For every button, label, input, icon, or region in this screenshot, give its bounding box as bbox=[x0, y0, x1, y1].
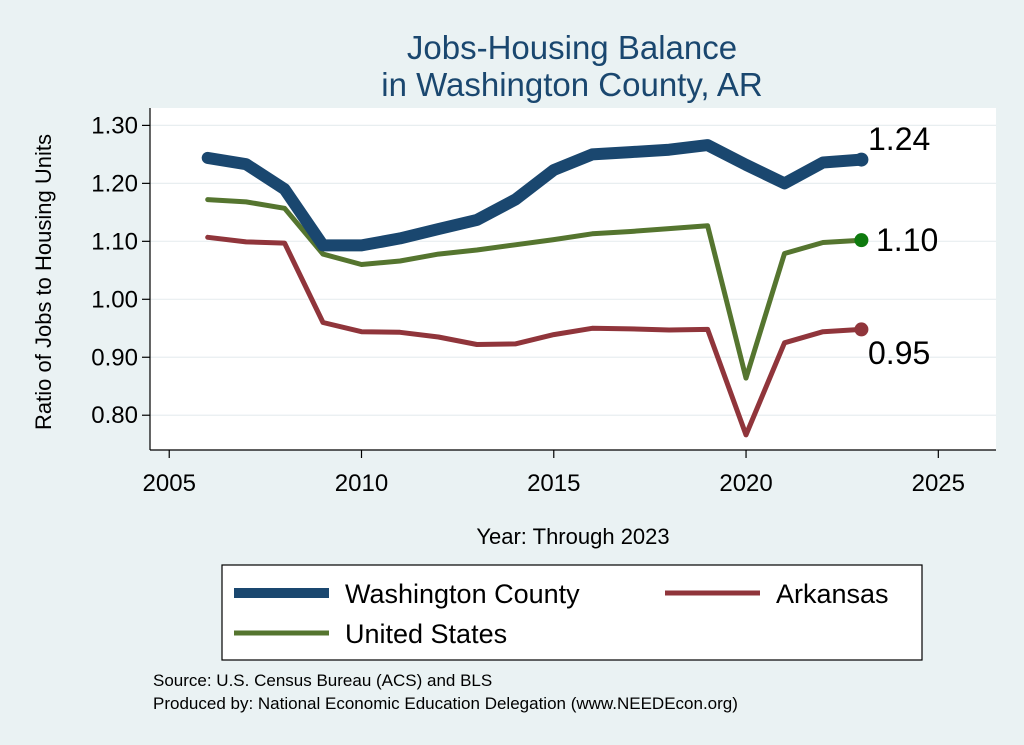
y-axis-title: Ratio of Jobs to Housing Units bbox=[31, 134, 56, 430]
y-tick-label: 0.90 bbox=[91, 344, 138, 371]
chart-title-line-1: Jobs-Housing Balance bbox=[407, 29, 737, 66]
x-tick-label: 2020 bbox=[719, 470, 772, 497]
end-marker-united-states bbox=[854, 233, 869, 248]
end-label-washington-county: 1.24 bbox=[868, 121, 930, 157]
source-note: Source: U.S. Census Bureau (ACS) and BLS bbox=[153, 671, 492, 690]
y-tick-label: 1.00 bbox=[91, 286, 138, 313]
end-label-arkansas: 0.95 bbox=[868, 335, 930, 371]
x-axis-title: Year: Through 2023 bbox=[476, 524, 669, 549]
legend-label-united-states: United States bbox=[345, 619, 507, 649]
legend: Washington County Arkansas United States bbox=[221, 564, 923, 661]
legend-box bbox=[221, 564, 923, 661]
x-tick-label: 2005 bbox=[143, 470, 196, 497]
legend-label-washington-county: Washington County bbox=[345, 579, 580, 609]
end-markers bbox=[854, 152, 869, 337]
axes-ticks: 0.80 0.90 1.00 1.10 1.20 1.30 2005 2010 2015 2020… bbox=[91, 112, 965, 497]
end-marker-washington-county bbox=[854, 152, 869, 167]
series-lines bbox=[201, 139, 868, 438]
end-marker-arkansas bbox=[854, 322, 869, 337]
series-line-arkansas bbox=[205, 234, 864, 438]
y-tick-label: 1.20 bbox=[91, 170, 138, 197]
chart-title-line-2: in Washington County, AR bbox=[381, 66, 763, 103]
y-tick-label: 0.80 bbox=[91, 402, 138, 429]
legend-label-arkansas: Arkansas bbox=[776, 579, 889, 609]
x-tick-label: 2025 bbox=[912, 470, 965, 497]
y-tick-label: 1.30 bbox=[91, 112, 138, 139]
x-tick-label: 2010 bbox=[335, 470, 388, 497]
x-tick-label: 2015 bbox=[527, 470, 580, 497]
producer-note: Produced by: National Economic Education… bbox=[153, 694, 738, 713]
end-label-united-states: 1.10 bbox=[876, 222, 938, 258]
series-line-washington-county bbox=[201, 139, 868, 252]
y-tick-label: 1.10 bbox=[91, 228, 138, 255]
grid bbox=[150, 124, 996, 416]
